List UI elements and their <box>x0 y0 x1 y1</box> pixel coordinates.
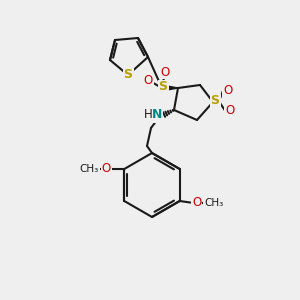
Text: S: S <box>211 94 220 107</box>
Text: O: O <box>225 103 235 116</box>
Text: O: O <box>192 196 201 209</box>
Text: O: O <box>224 83 232 97</box>
Text: O: O <box>160 65 169 79</box>
Text: CH₃: CH₃ <box>204 198 223 208</box>
Text: O: O <box>102 163 111 176</box>
Text: S: S <box>158 80 167 94</box>
Text: O: O <box>143 74 153 86</box>
Text: S: S <box>124 68 133 82</box>
Text: H: H <box>144 109 152 122</box>
Polygon shape <box>162 85 178 91</box>
Text: CH₃: CH₃ <box>80 164 99 174</box>
Text: N: N <box>152 109 162 122</box>
